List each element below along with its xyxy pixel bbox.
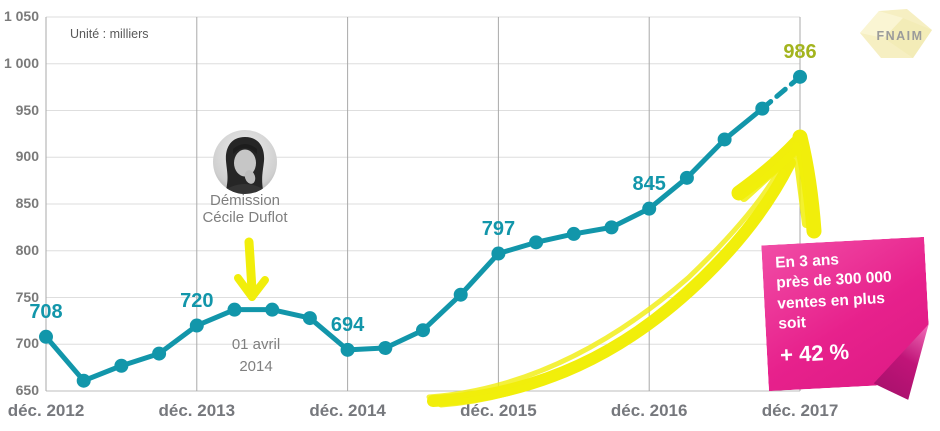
data-point [114, 358, 129, 373]
annotation-date-line2: 2014 [239, 357, 273, 375]
y-tick-label: 1 000 [3, 54, 39, 71]
x-tick-label: déc. 2013 [158, 401, 236, 420]
portrait-image [213, 130, 277, 194]
point-value-label: 708 [29, 300, 63, 323]
x-tick-label: déc. 2012 [7, 401, 85, 420]
point-value-label: 720 [180, 289, 214, 312]
y-tick-label: 800 [15, 241, 39, 258]
data-point [378, 340, 393, 355]
data-point [76, 373, 91, 388]
point-value-label: 845 [632, 172, 666, 195]
y-tick-label: 900 [15, 148, 39, 165]
x-tick-label: déc. 2015 [460, 401, 537, 420]
y-tick-label: 1 050 [3, 8, 39, 24]
sticky-note-text: En 3 ans près de 300 000 ventes en plus … [775, 248, 896, 370]
x-tick-label: déc. 2014 [309, 401, 386, 420]
cecile-duflot-photo [213, 130, 277, 194]
y-tick-label: 650 [15, 382, 39, 398]
data-point [152, 346, 167, 361]
fnaim-logo-text: FNAIM [876, 29, 923, 43]
fnaim-logo: FNAIM [853, 4, 940, 68]
data-point [793, 69, 807, 84]
data-point [265, 302, 280, 317]
fnaim-logo-icon: FNAIM [860, 9, 932, 58]
note-highlight: + 42 % [779, 338, 850, 368]
x-tick-label: déc. 2016 [610, 401, 688, 420]
unit-label: Unité : milliers [70, 27, 149, 41]
y-axis: 650 700 750 800 850 900 950 1 000 1 050 [0, 0, 41, 431]
y-tick-label: 850 [15, 195, 39, 211]
point-value-label: 694 [330, 313, 365, 336]
y-tick-label: 700 [15, 335, 39, 352]
data-point [717, 132, 732, 147]
data-point [39, 329, 53, 344]
data-point [227, 302, 242, 317]
y-tick-label: 750 [15, 288, 39, 305]
sticky-note: En 3 ans près de 300 000 ventes en plus … [761, 237, 931, 391]
point-value-label: 986 [783, 40, 817, 63]
data-point [755, 101, 770, 116]
data-point [340, 342, 355, 357]
y-tick-label: 950 [15, 101, 39, 118]
data-point [302, 311, 317, 326]
annotation-demission-line1: Démission [209, 192, 281, 209]
annotation-demission-line2: Cécile Duflot [202, 209, 288, 227]
annotation-date-line1: 01 avril [231, 336, 281, 353]
annotation-date: 01 avril 2014 [186, 334, 326, 378]
x-tick-label: déc. 2017 [761, 401, 839, 420]
data-point [189, 318, 204, 333]
point-value-label: 797 [481, 217, 516, 240]
annotation-demission: Démission Cécile Duflot [173, 192, 317, 227]
series-line-dashed [759, 74, 803, 112]
